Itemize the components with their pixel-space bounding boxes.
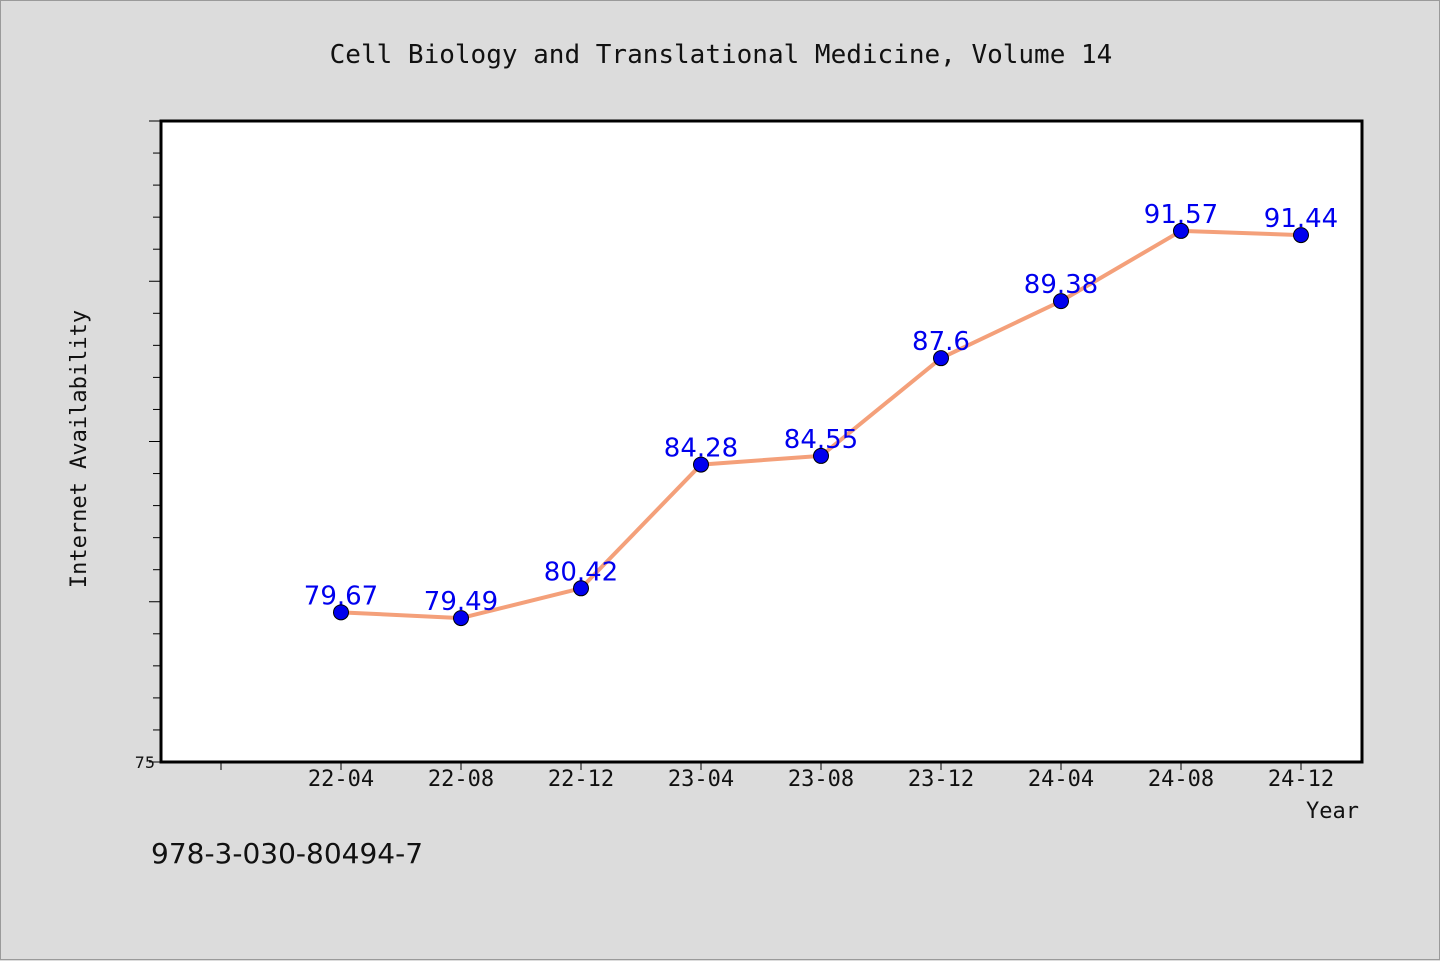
data-point-marker [573,580,589,597]
data-label: 87.6 [912,327,970,357]
chart-title: Cell Biology and Translational Medicine,… [330,40,1113,70]
y-axis-label: Internet Availability [67,310,92,588]
x-tick-label: 22-08 [428,767,494,792]
data-point-marker [693,456,709,473]
data-label: 84.28 [664,434,738,464]
data-label: 80.42 [544,557,618,587]
data-label: 79.49 [424,587,498,617]
data-label: 91.44 [1264,204,1338,234]
data-point-marker [333,604,349,621]
x-tick-label: 22-12 [548,767,614,792]
data-label: 84.55 [784,425,858,455]
x-tick-label: 24-04 [1028,767,1094,792]
data-label: 79.67 [304,581,378,611]
x-tick-label: 24-08 [1148,767,1214,792]
x-axis-ticks: 22-04 22-08 22-12 23-04 23-08 23-12 24-04 24-08… [220,762,1334,792]
x-tick-label: 22-04 [308,767,374,792]
data-label: 89.38 [1024,270,1098,300]
data-point-marker [933,350,949,367]
data-point-marker [453,610,469,627]
series-layer: 79.67 79.49 80.42 84.28 84.55 87.6 89.38 91.57 9… [304,200,1338,627]
data-point-marker [1053,293,1069,310]
data-point-marker [1173,222,1189,239]
isbn-footer-text: 978-3-030-80494-7 [151,837,423,870]
data-point-marker [813,447,829,464]
x-tick-label: 24-12 [1268,767,1334,792]
plot-area [159,119,1364,764]
y-tick-label: 75 [135,753,155,772]
y-axis-ticks: 75 [135,120,161,772]
x-tick-label: 23-04 [668,767,734,792]
data-label: 91.57 [1144,200,1218,230]
x-axis-label: Year [1306,799,1359,824]
data-point-marker [1293,227,1309,244]
x-tick-label: 23-08 [788,767,854,792]
x-tick-label: 23-12 [908,767,974,792]
